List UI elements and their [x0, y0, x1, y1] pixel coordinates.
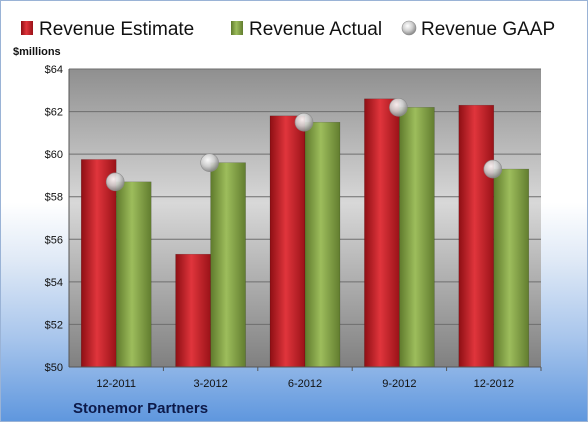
legend-swatch	[401, 20, 417, 36]
y-tick-label: $58	[45, 192, 63, 204]
actual-bar	[304, 121, 341, 368]
y-tick-label: $62	[45, 107, 63, 119]
company-name: Stonemor Partners	[73, 400, 208, 417]
x-tick-label: 9-2012	[382, 378, 416, 390]
gaap-markers	[105, 98, 503, 192]
x-tick-label: 6-2012	[288, 378, 322, 390]
y-tick-label: $50	[45, 362, 63, 374]
gaap-marker	[200, 153, 219, 172]
actual-bar	[210, 162, 246, 368]
estimate-bar	[80, 159, 117, 368]
legend-swatch	[231, 21, 243, 35]
gaap-marker	[483, 159, 503, 179]
estimate-bar	[458, 104, 495, 368]
y-tick-label: $64	[45, 64, 63, 76]
legend-label: Revenue GAAP	[421, 19, 555, 40]
estimate-bar	[364, 98, 400, 368]
actual-bar	[493, 168, 530, 368]
y-tick-label: $56	[45, 234, 63, 246]
x-tick-label: 12-2012	[474, 378, 514, 390]
legend-swatch	[21, 21, 33, 35]
y-axis-unit-label: $millions	[13, 46, 61, 58]
legend-label: Revenue Actual	[249, 19, 382, 40]
gaap-marker	[294, 112, 314, 132]
bars	[80, 98, 530, 368]
actual-bar	[115, 181, 152, 368]
gaap-marker	[389, 98, 408, 117]
legend: Revenue Estimate Revenue Actual Revenue GA…	[21, 19, 555, 40]
x-tick-label: 12-2011	[96, 378, 136, 390]
x-tick-label: 3-2012	[193, 378, 227, 390]
actual-bar	[399, 107, 435, 368]
estimate-bar	[269, 115, 306, 368]
axes: $50 $52 $54 $56 $58 $60 $62 $64 12-2011 3-2012 6-2…	[45, 64, 542, 390]
gaap-marker	[105, 172, 125, 192]
estimate-bar	[175, 253, 211, 368]
y-tick-label: $54	[45, 277, 63, 289]
y-tick-label: $60	[45, 149, 63, 161]
y-tick-label: $52	[45, 319, 63, 331]
legend-label: Revenue Estimate	[39, 19, 194, 40]
